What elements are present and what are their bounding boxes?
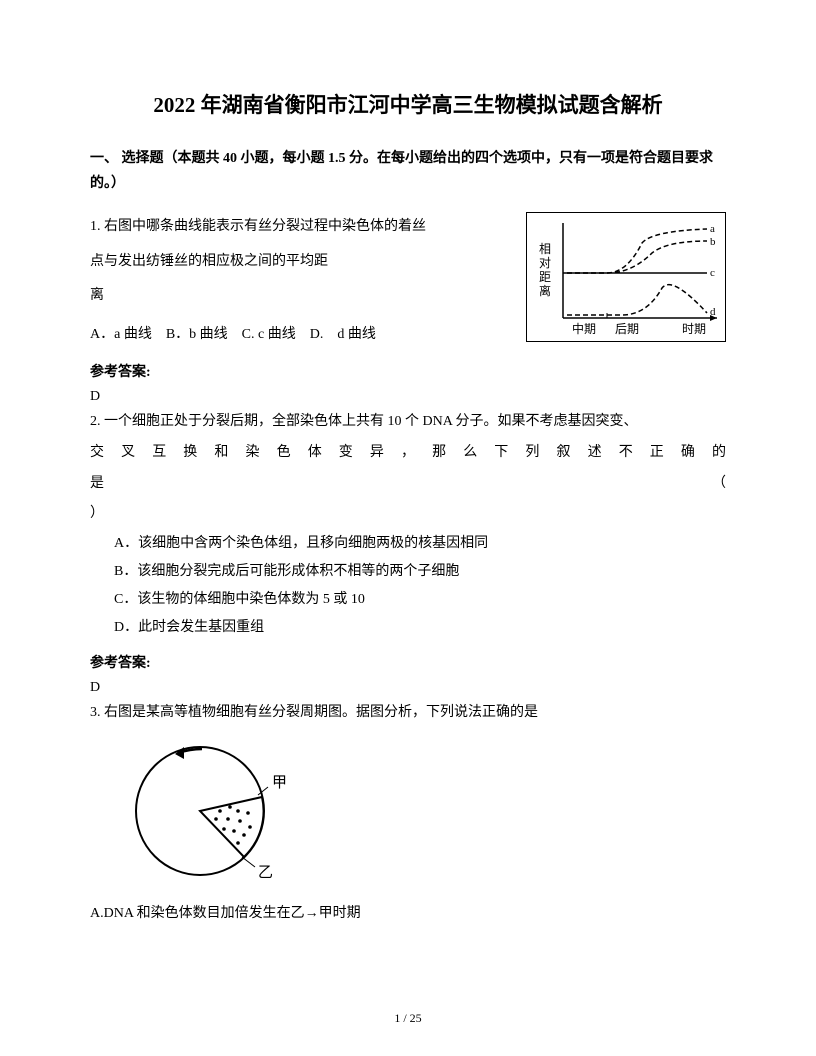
q2-optA: A．该细胞中含两个染色体组，且移向细胞两极的核基因相同 (90, 530, 726, 558)
y-axis-label-4: 离 (539, 283, 551, 298)
q2-optB: B．该细胞分裂完成后可能形成体积不相等的两个子细胞 (90, 558, 726, 586)
label-yi: 乙 (258, 865, 273, 881)
page-title: 2022 年湖南省衡阳市江河中学高三生物模拟试题含解析 (90, 90, 726, 122)
q3-optA: A.DNA 和染色体数目加倍发生在乙→甲时期 (90, 899, 726, 930)
x-label-2: 后期 (615, 322, 639, 336)
pie-figure: 甲 乙 (120, 739, 726, 889)
x-label-1: 中期 (572, 321, 596, 336)
page-number: 1 / 25 (0, 1011, 816, 1026)
cell-cycle-icon: 甲 乙 (120, 739, 320, 884)
svg-text:a: a (710, 223, 715, 235)
y-axis-label-1: 相 (539, 242, 551, 256)
q1-line1: 1. 右图中哪条曲线能表示有丝分裂过程中染色体的着丝 (90, 212, 490, 243)
q2-line3a: 是 (90, 469, 104, 500)
q3-text: 3. 右图是某高等植物细胞有丝分裂周期图。据图分析，下列说法正确的是 (90, 698, 726, 729)
q2-line4: ） (90, 499, 726, 530)
q1-answer-label: 参考答案: (90, 361, 726, 381)
q1-line2: 点与发出纺锤丝的相应极之间的平均距 (90, 247, 490, 278)
q2-answer-label: 参考答案: (90, 652, 726, 672)
q2-optC: C．该生物的体细胞中染色体数为 5 或 10 (90, 586, 726, 614)
section-header: 一、 选择题（本题共 40 小题，每小题 1.5 分。在每小题给出的四个选项中，… (90, 146, 726, 196)
label-jia: 甲 (272, 775, 287, 791)
svg-text:c: c (710, 267, 715, 279)
q2-line3: 是 （ (90, 469, 726, 500)
y-axis-label-3: 距 (539, 270, 551, 284)
q1-line3: 离 (90, 281, 490, 312)
x-label-3: 时期 (682, 322, 706, 336)
svg-text:b: b (710, 236, 716, 248)
y-axis-label-2: 对 (539, 256, 551, 270)
question-1: 1. 右图中哪条曲线能表示有丝分裂过程中染色体的着丝 点与发出纺锤丝的相应极之间… (90, 212, 726, 351)
q2-line2: 交叉互换和染色体变异，那么下列叙述不正确的 (90, 438, 726, 469)
q1-answer: D (90, 389, 726, 405)
line-chart-icon: 相 对 距 离 a b c d 中期 后期 时期 (527, 213, 725, 341)
q2-line3b: （ (712, 469, 726, 500)
q2-answer: D (90, 680, 726, 696)
chart-figure: 相 对 距 离 a b c d 中期 后期 时期 (526, 212, 726, 342)
q2-optD: D．此时会发生基因重组 (90, 614, 726, 642)
svg-text:d: d (710, 306, 716, 318)
q2-intro: 2. 一个细胞正处于分裂后期，全部染色体上共有 10 个 DNA 分子。如果不考… (90, 407, 726, 438)
